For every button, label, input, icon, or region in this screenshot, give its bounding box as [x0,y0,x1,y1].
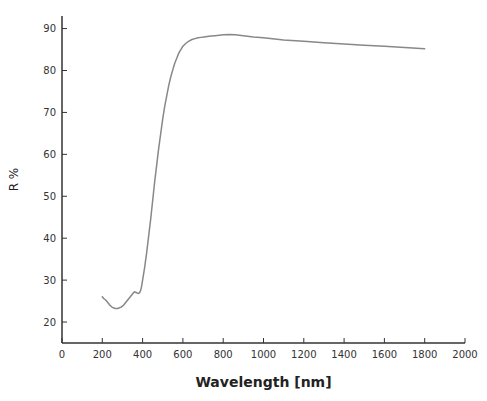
y-tick-label: 30 [43,275,56,286]
y-tick-label: 60 [43,149,56,160]
x-tick-label: 1000 [251,349,276,360]
line-series [102,34,424,308]
x-tick-label: 1800 [412,349,437,360]
x-tick-label: 800 [214,349,233,360]
x-tick-label: 1200 [291,349,316,360]
x-tick-label: 200 [93,349,112,360]
y-tick-label: 70 [43,107,56,118]
plot-area [102,34,424,308]
chart-container: 0 200 400 600 800 1000 1200 1400 1600 1800 2000 20 3… [0,0,487,401]
y-tick-label: 80 [43,65,56,76]
x-tick-label: 1600 [372,349,397,360]
x-axis-line [62,342,465,344]
y-axis-label: R % [7,168,21,192]
x-tick-label: 600 [173,349,192,360]
x-tick-label: 400 [133,349,152,360]
y-tick-label: 20 [43,317,56,328]
x-axis-label: Wavelength [nm] [195,374,331,390]
y-tick-label: 40 [43,233,56,244]
x-tick-label: 1400 [331,349,356,360]
x-tick-label: 0 [59,349,65,360]
x-tick-label: 2000 [452,349,477,360]
y-tick-label: 50 [43,191,56,202]
chart: 0 200 400 600 800 1000 1200 1400 1600 1800 2000 20 3… [0,0,487,401]
axes: 0 200 400 600 800 1000 1200 1400 1600 1800 2000 20 3… [43,16,477,360]
y-axis-line [61,16,63,343]
y-tick-label: 90 [43,23,56,34]
